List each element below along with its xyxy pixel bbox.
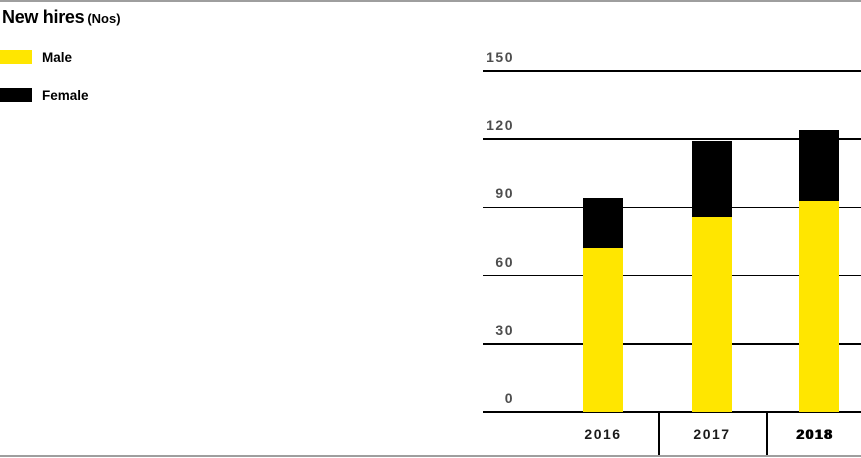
y-tick-label-150: 150 xyxy=(486,49,514,65)
legend-label-male: Male xyxy=(42,49,73,65)
female-bar-2016 xyxy=(583,198,623,249)
legend-item-male: Male xyxy=(0,49,89,65)
x-axis-label-2016: 2016 xyxy=(584,425,622,442)
female-color-swatch xyxy=(0,88,32,102)
female-bar-2017 xyxy=(692,141,732,217)
x-axis-label-2017: 2017 xyxy=(693,425,731,442)
gridline-30 xyxy=(483,343,861,345)
y-tick-label-30: 30 xyxy=(495,321,514,338)
gridline-120 xyxy=(483,138,861,140)
chart-header: New hires (Nos) xyxy=(2,7,121,28)
male-bar-2016 xyxy=(583,248,623,412)
y-tick-label-60: 60 xyxy=(495,253,514,270)
legend-label-female: Female xyxy=(42,87,89,103)
stacked-bar-chart: 0 30 60 90 120 150 2016 2017 2018 xyxy=(483,0,861,458)
bottom-border xyxy=(0,455,861,457)
legend-item-female: Female xyxy=(0,87,89,103)
gridline-0 xyxy=(483,411,861,413)
y-tick-label-0: 0 xyxy=(504,390,514,406)
x-axis-divider-1 xyxy=(658,412,660,455)
y-tick-label-90: 90 xyxy=(495,185,514,202)
top-border xyxy=(0,0,861,2)
gridline-150 xyxy=(483,70,861,72)
x-axis-divider-2 xyxy=(766,412,768,455)
page-title: New hires xyxy=(2,7,85,27)
male-bar-2017 xyxy=(692,216,732,412)
chart-legend: Male Female xyxy=(0,50,89,126)
male-bar-2018 xyxy=(799,200,839,412)
male-color-swatch xyxy=(0,50,32,64)
gridline-90 xyxy=(483,206,861,209)
x-axis-label-2018: 2018 xyxy=(796,425,834,442)
female-bar-2018 xyxy=(799,130,839,201)
gridline-60 xyxy=(483,274,861,277)
y-tick-label-120: 120 xyxy=(486,117,514,134)
page-title-unit: (Nos) xyxy=(87,11,121,26)
